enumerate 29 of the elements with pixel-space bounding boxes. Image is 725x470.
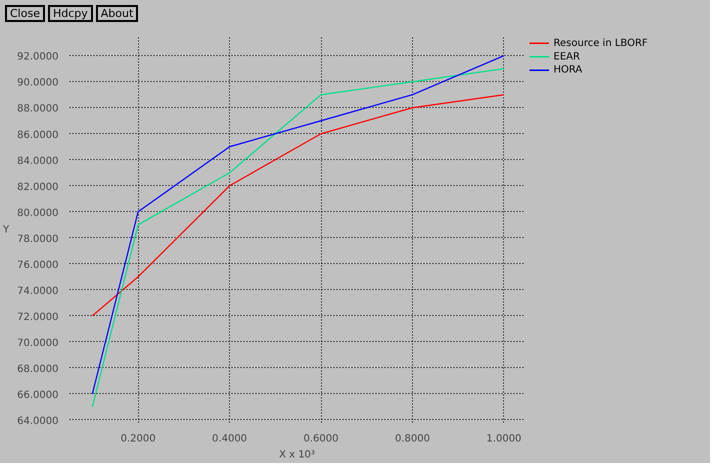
legend-label: Resource in LBORF: [554, 38, 648, 49]
y-tick-label: 92.0000: [17, 52, 59, 63]
x-tick-label: 0.4000: [212, 434, 248, 444]
x-tick-label: 0.2000: [120, 434, 156, 444]
legend-label: HORA: [554, 64, 582, 76]
y-tick-label: 76.0000: [17, 260, 59, 271]
y-tick-label: 84.0000: [17, 156, 59, 167]
y-tick-label: 74.0000: [17, 286, 59, 297]
text: Close: [5, 5, 45, 22]
y-tick-label: 64.0000: [17, 416, 59, 427]
y-axis-title: Y: [2, 224, 10, 236]
y-tick-label: 70.0000: [17, 338, 59, 349]
y-tick-label: 72.0000: [17, 312, 59, 323]
y-tick-label: 80.0000: [17, 208, 59, 219]
x-tick-label: 0.8000: [394, 434, 430, 444]
y-tick-label: 68.0000: [17, 364, 59, 375]
text: About: [96, 5, 138, 22]
y-tick-label: 66.0000: [17, 390, 59, 401]
y-tick-label: 82.0000: [17, 182, 59, 193]
y-tick-label: 86.0000: [17, 130, 59, 141]
y-tick-label: 78.0000: [17, 234, 59, 245]
x-tick-label: 0.6000: [304, 434, 339, 444]
legend-label: EEAR: [554, 51, 580, 62]
line-series: [92, 94, 505, 316]
x-axis-title: X x 10³: [279, 450, 315, 460]
text: Hdcpy: [48, 5, 93, 22]
y-tick-label: 90.0000: [17, 78, 59, 89]
x-tick-label: 1.0000: [486, 434, 522, 444]
y-tick-label: 88.0000: [17, 104, 59, 115]
